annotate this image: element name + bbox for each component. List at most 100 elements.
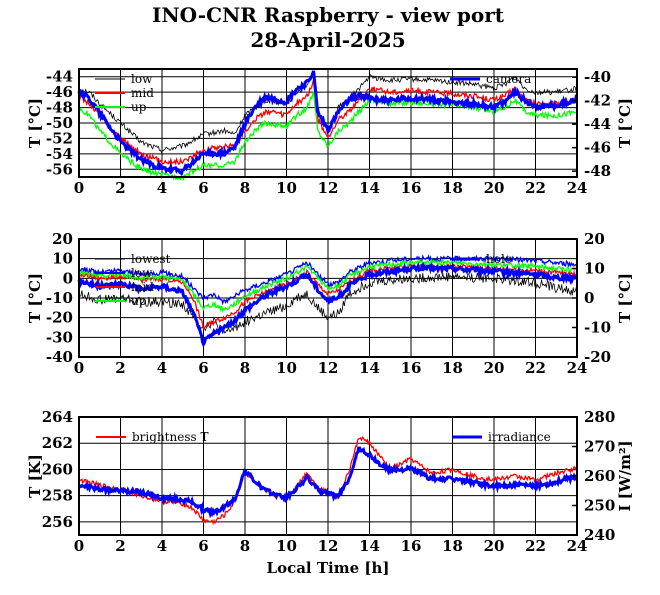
legend-label: low — [131, 72, 153, 86]
x-tick-label: 14 — [359, 179, 380, 197]
x-tick-label: 20 — [484, 359, 505, 377]
x-tick-label: 12 — [318, 179, 339, 197]
series-camera — [77, 70, 579, 176]
y-tick-label-right: -48 — [584, 162, 611, 180]
x-tick-label: 6 — [198, 179, 208, 197]
legend-label: brightness T — [132, 430, 208, 444]
series-hole — [77, 261, 579, 348]
chart-date: 28-April-2025 — [250, 28, 405, 52]
chart-title: INO-CNR Raspberry - view port — [152, 3, 505, 27]
legend-label: up — [131, 100, 147, 114]
x-tick-label: 12 — [318, 537, 339, 555]
x-tick-label: 20 — [484, 179, 505, 197]
x-tick-label: 6 — [198, 537, 208, 555]
x-tick-label: 24 — [567, 359, 588, 377]
y-axis-label-left: T [°C] — [26, 273, 44, 323]
legend-label: camera — [486, 72, 531, 86]
x-tick-label: 10 — [276, 537, 297, 555]
y-tick-label-left: -50 — [46, 114, 73, 132]
y-tick-label-right: 240 — [584, 526, 615, 544]
y-tick-label-left: -52 — [46, 129, 73, 147]
y-tick-label-right: -42 — [584, 92, 611, 110]
y-tick-label-left: 20 — [52, 230, 73, 248]
x-tick-label: 6 — [198, 359, 208, 377]
y-tick-label-left: -46 — [46, 83, 73, 101]
x-axis-label: Local Time [h] — [267, 559, 390, 577]
x-tick-label: 4 — [157, 179, 167, 197]
x-tick-label: 16 — [401, 359, 422, 377]
series-lowest — [78, 271, 578, 334]
y-tick-label-right: 0 — [584, 289, 594, 307]
series-mid — [78, 79, 578, 166]
x-tick-label: 10 — [276, 179, 297, 197]
y-tick-label-left: 256 — [42, 513, 73, 531]
legend-label: mid — [131, 86, 154, 100]
x-tick-label: 2 — [115, 179, 125, 197]
y-tick-label-left: 264 — [42, 408, 73, 426]
y-tick-label-left: -10 — [46, 289, 73, 307]
y-tick-label-right: 270 — [584, 438, 615, 456]
legend-label: irradiance — [488, 430, 551, 444]
x-tick-label: 12 — [318, 359, 339, 377]
y-tick-label-left: -40 — [46, 348, 73, 366]
x-tick-label: 24 — [567, 537, 588, 555]
y-axis-label-left: T [K] — [26, 454, 44, 498]
x-tick-label: 16 — [401, 179, 422, 197]
series-irradiance — [78, 446, 579, 519]
x-tick-label: 14 — [359, 537, 380, 555]
x-tick-label: 18 — [442, 179, 463, 197]
y-tick-label-right: 250 — [584, 497, 615, 515]
x-tick-label: 4 — [157, 359, 167, 377]
y-axis-label-right: I [W/m²] — [616, 440, 634, 511]
legend-label: mid — [131, 280, 154, 294]
y-tick-label-right: -40 — [584, 68, 611, 86]
x-tick-label: 0 — [74, 537, 84, 555]
x-tick-label: 22 — [525, 359, 546, 377]
y-tick-label-right: -46 — [584, 139, 611, 157]
x-tick-label: 24 — [567, 179, 588, 197]
y-tick-label-left: 258 — [42, 487, 73, 505]
y-tick-label-right: -10 — [584, 319, 611, 337]
y-tick-label-right: 10 — [584, 260, 605, 278]
x-tick-label: 22 — [525, 537, 546, 555]
x-tick-label: 18 — [442, 537, 463, 555]
x-tick-label: 20 — [484, 537, 505, 555]
y-tick-label-left: 262 — [42, 434, 73, 452]
legend-label: low — [131, 266, 153, 280]
series-up — [78, 91, 578, 181]
x-tick-label: 2 — [115, 537, 125, 555]
y-tick-label-right: 280 — [584, 408, 615, 426]
panel-top: -44-46-48-50-52-54-56-40-42-44-46-480 2 4 6… — [26, 68, 634, 197]
y-tick-label-right: -44 — [584, 115, 611, 133]
y-tick-label-left: -54 — [46, 145, 73, 163]
y-tick-label-left: -48 — [46, 99, 73, 117]
x-tick-label: 8 — [240, 359, 250, 377]
x-tick-label: 14 — [359, 359, 380, 377]
x-tick-label: 8 — [240, 179, 250, 197]
x-tick-label: 2 — [115, 359, 125, 377]
legend-label: lowest — [131, 252, 171, 266]
y-axis-label-left: T [°C] — [26, 98, 44, 148]
y-tick-label-left: -56 — [46, 160, 73, 178]
legend-label: hole — [486, 252, 512, 266]
y-tick-label-right: 20 — [584, 230, 605, 248]
y-tick-label-right: 260 — [584, 467, 615, 485]
x-tick-label: 18 — [442, 359, 463, 377]
x-tick-label: 8 — [240, 537, 250, 555]
series-up — [78, 258, 578, 314]
y-axis-label-right: T [°C] — [616, 98, 634, 148]
y-axis-label-right: T [°C] — [616, 273, 634, 323]
plot-frame — [78, 68, 578, 178]
x-tick-label: 4 — [157, 537, 167, 555]
x-tick-label: 16 — [401, 537, 422, 555]
legend-label: up — [131, 294, 147, 308]
y-tick-label-left: 260 — [42, 460, 73, 478]
y-tick-label-right: -20 — [584, 348, 611, 366]
x-tick-label: 22 — [525, 179, 546, 197]
x-tick-label: 0 — [74, 179, 84, 197]
y-tick-label-left: 10 — [52, 250, 73, 268]
y-tick-label-left: -44 — [46, 68, 73, 86]
